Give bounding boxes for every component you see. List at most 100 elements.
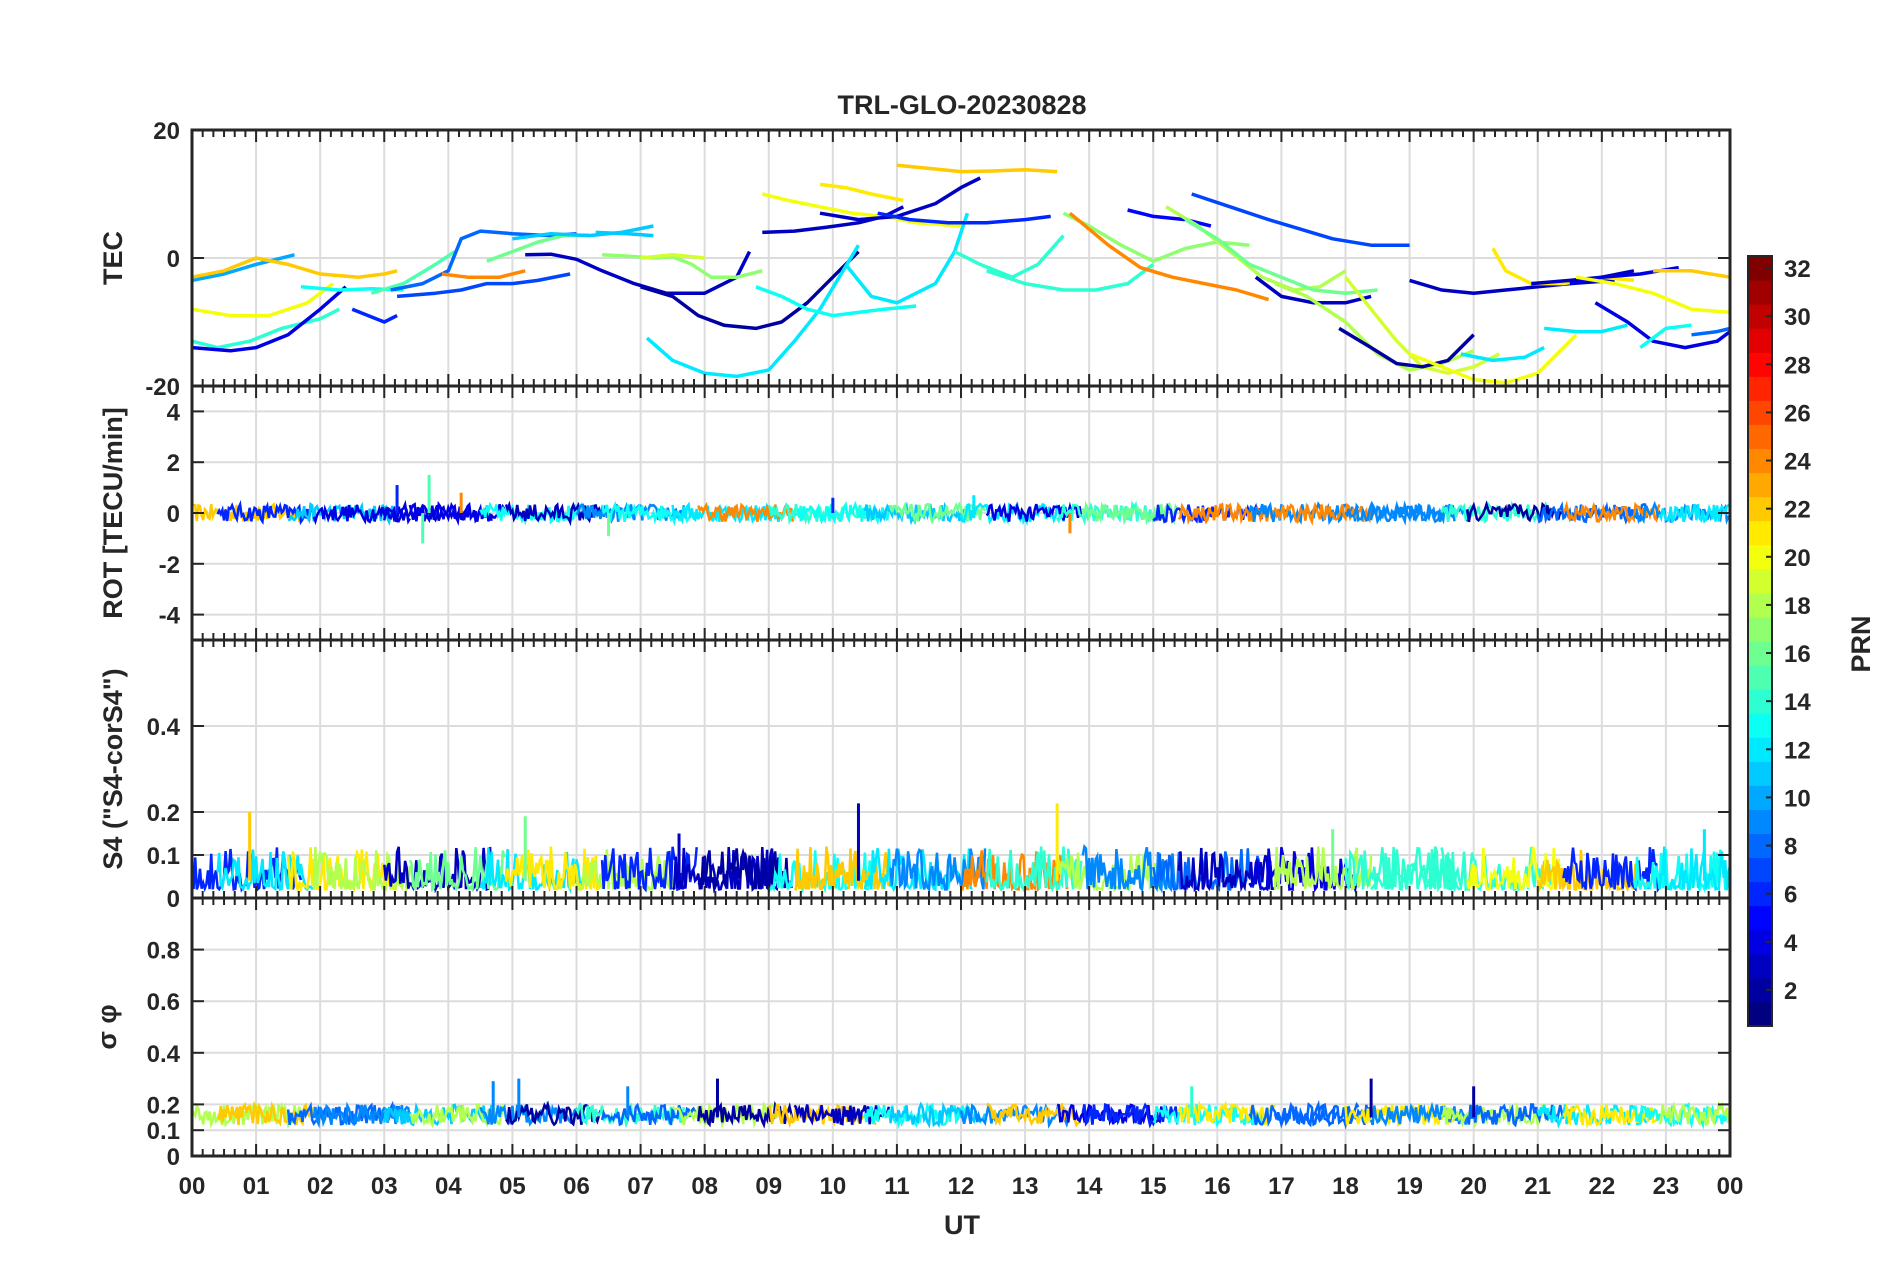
panel-s4: 0.4 0.2 0.1 0 S4 ("S4-corS4") [98,638,1732,913]
rot-trace-prn-13 [600,500,698,527]
x-tick-label: 02 [307,1173,334,1200]
sigma-trace-prn-9 [959,1102,1070,1129]
rot-trace-prn-2 [1466,500,1565,523]
sigma-trace-prn-6 [1081,1102,1179,1129]
colorbar-swatch-prn-7 [1748,857,1772,883]
sigma-trace-prn-2 [504,1100,602,1127]
x-tick-label: 01 [243,1173,270,1200]
x-tick-label: 19 [1396,1173,1423,1200]
colorbar-swatch-prn-25 [1748,424,1772,449]
colorbar-tick-label: 28 [1784,352,1811,379]
colorbar-swatch-prn-11 [1748,761,1772,786]
x-tick-label: 11 [884,1173,909,1200]
rot-ytick-label: 4 [167,399,181,426]
colorbar-tick-label: 32 [1784,256,1811,283]
tec-series-prn-11 [595,230,654,238]
x-tick-label: 18 [1332,1173,1359,1200]
x-tick-label: 00 [1717,1173,1744,1200]
sigma-trace-prn-21 [1562,1103,1661,1129]
sigma-ytick-label: 0.6 [147,989,180,1016]
sigma-trace-prn-22 [216,1100,316,1127]
x-tick-labels: 00 01 02 03 04 05 06 07 08 09 10 11 12 13 14 15 16 17 18 19… [179,1173,1744,1200]
tec-series-prn-13 [1639,323,1692,349]
colorbar-frame [1747,255,1773,1027]
colorbar-tick-label: 20 [1784,545,1811,572]
colorbar-label: PRN [1846,615,1876,672]
colorbar-swatch-prn-9 [1748,809,1772,834]
x-tick-label: 06 [563,1173,590,1200]
x-tick-label: 07 [627,1173,654,1200]
rot-ytick-label: -2 [159,552,180,579]
tec-series-prn-8 [1691,326,1730,337]
tec-series-prn-6 [877,211,1051,225]
rot-trace-prn-22 [192,501,302,523]
colorbar-swatch-prn-15 [1748,665,1772,690]
x-tick-label: 08 [691,1173,718,1200]
colorbar-swatch-prn-19 [1748,568,1772,594]
colorbar-tick-label: 24 [1784,449,1811,476]
colorbar-tick-label: 10 [1784,785,1811,812]
tec-series-prn-15 [370,250,456,295]
sigma-ytick-label: 0.4 [147,1041,181,1068]
tec-series-prn-17 [602,253,763,279]
tec-series-prn-20 [761,192,962,228]
rot-ytick-label: -4 [159,603,181,630]
x-tick-label: 04 [435,1173,462,1200]
colorbar-tick-label: 14 [1784,689,1811,716]
x-tick-label: 00 [179,1173,206,1200]
colorbar-tick-label: 2 [1784,978,1797,1005]
s4-trace-prn-16 [408,847,506,893]
s4-ylabel: S4 ("S4-corS4") [98,668,128,869]
tec-series-prn-14 [192,307,341,350]
x-axis-label: UT [944,1210,980,1240]
tec-series-prn-22 [896,163,1058,174]
tec-series-prn-20 [1575,275,1730,315]
tec-series-prn-12 [1460,346,1545,363]
colorbar-swatch-prn-17 [1748,616,1772,642]
tec-series-prn-7 [396,272,571,299]
x-tick-label: 15 [1140,1173,1167,1200]
x-tick-label: 14 [1076,1173,1103,1200]
x-tick-label: 20 [1460,1173,1487,1200]
sigma-trace-prn-9 [312,1101,412,1129]
tec-series-prn-20 [192,282,335,318]
rot-trace-prn-12 [1658,503,1730,524]
tec-series-prn-21 [819,182,904,203]
s4-trace-prn-12 [1658,846,1730,892]
tec-series-prn-10 [192,253,295,283]
sigma-trace-prn-9 [479,1101,588,1127]
tec-series-prn-24 [1068,211,1270,302]
tec-series-prn-3 [525,250,752,295]
tec-series-prn-24 [441,269,526,279]
s4-trace-prn-21 [504,846,602,892]
s4-trace-prn-6 [600,846,698,893]
tec-series-prn-7 [1191,192,1410,247]
colorbar-swatch-prn-13 [1748,713,1772,738]
sigma-ytick-label: 0.1 [147,1118,180,1145]
tec-series-prn-13 [755,285,917,318]
colorbar-tick-label: 12 [1784,737,1811,764]
panel-rot: 4 2 0 -2 -4 ROT [TECU/min] [98,384,1732,642]
tec-series-prn-6 [351,307,398,324]
s4-trace-prn-6 [1562,847,1661,893]
sigma-trace-prn-11 [383,1102,493,1127]
tec-series-prn-12 [645,244,860,379]
rot-ylabel: ROT [TECU/min] [98,407,128,618]
sigma-series [192,1078,1730,1130]
tec-ytick-label: -20 [145,374,180,401]
x-tick-label: 21 [1524,1173,1551,1200]
colorbar-tick-label: 30 [1784,304,1811,331]
x-tick-label: 23 [1653,1173,1680,1200]
x-tick-label: 05 [499,1173,526,1200]
rot-ytick-label: 2 [167,450,180,477]
rot-trace-prn-24 [1273,501,1373,526]
colorbar-swatch-prn-29 [1748,328,1772,353]
colorbar-swatch-prn-27 [1748,376,1772,401]
s4-trace-prn-20 [1466,846,1565,892]
chart-title: TRL-GLO-20230828 [837,90,1086,120]
tec-series-prn-2 [1338,326,1475,369]
x-tick-label: 16 [1204,1173,1231,1200]
